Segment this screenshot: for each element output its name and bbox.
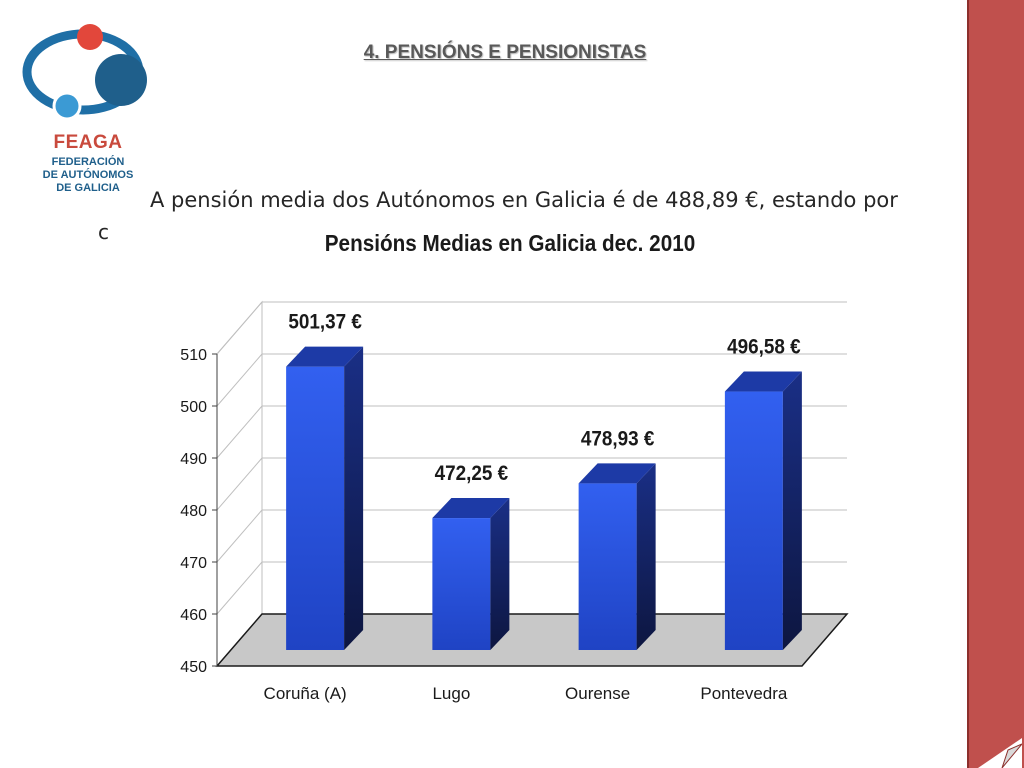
gridline	[216, 457, 263, 511]
feaga-logo: FEAGA FEDERACIÓN DE AUTÓNOMOS DE GALICIA	[18, 20, 158, 200]
x-tick-label: Pontevedra	[700, 684, 787, 703]
decorative-sidebar	[967, 0, 1024, 768]
gridline	[216, 301, 263, 355]
logo-subtitle-line3: DE GALICIA	[56, 182, 120, 194]
y-tick-label: 500	[180, 399, 207, 416]
chart-title: Pensións Medias en Galicia dec. 2010	[324, 230, 696, 256]
y-tick-label: 510	[180, 347, 207, 364]
bar-side	[782, 371, 802, 650]
data-label: 478,93 €	[581, 427, 655, 450]
gridline	[216, 509, 263, 563]
bar-top	[286, 346, 364, 367]
bar-front	[578, 483, 637, 650]
y-tick-label: 470	[180, 555, 207, 572]
slide-title: 4. PENSIÓNS E PENSIONISTAS	[363, 42, 647, 63]
bar-top	[432, 498, 510, 519]
gridline	[216, 405, 263, 459]
bar-top	[578, 463, 656, 484]
bar-side	[636, 463, 656, 650]
bar-top	[724, 371, 802, 392]
gridline	[216, 353, 263, 407]
intro-text-fragment: c	[98, 220, 109, 244]
gridline	[216, 561, 263, 615]
bar-front	[432, 518, 491, 650]
y-tick-label: 460	[180, 607, 207, 624]
page-curl-icon	[978, 738, 1022, 768]
y-tick-label: 480	[180, 503, 207, 520]
y-tick-label: 450	[180, 659, 207, 676]
chart-floor	[215, 613, 849, 667]
intro-text: A pensión media dos Autónomos en Galicia…	[150, 188, 898, 212]
bar-side	[344, 346, 364, 650]
logo-emblem-icon	[22, 24, 147, 121]
logo-name: FEAGA	[53, 132, 123, 153]
x-tick-label: Coruña (A)	[264, 684, 347, 703]
data-label: 496,58 €	[727, 336, 801, 359]
x-tick-label: Lugo	[432, 684, 470, 703]
bar-front	[724, 391, 783, 650]
x-tick-label: Ourense	[565, 684, 630, 703]
bar-front	[286, 366, 345, 650]
logo-subtitle-line2: DE AUTÓNOMOS	[42, 169, 134, 181]
logo-subtitle-line1: FEDERACIÓN	[51, 156, 125, 168]
bar-side	[490, 498, 510, 650]
data-label: 472,25 €	[435, 462, 509, 485]
y-tick-label: 490	[180, 451, 207, 468]
data-label: 501,37 €	[288, 311, 362, 334]
